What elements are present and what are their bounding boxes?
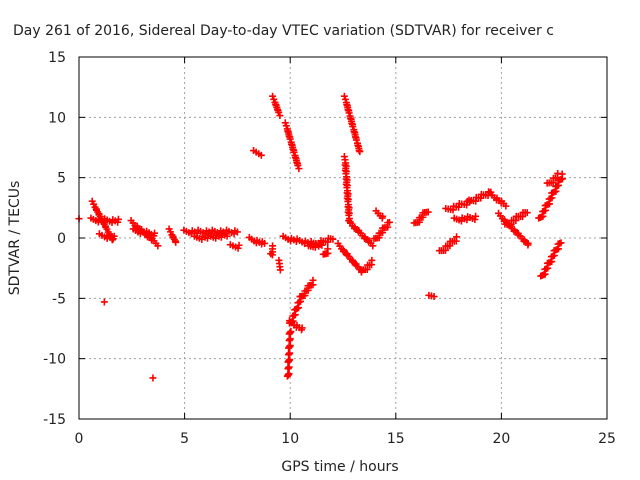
data-point — [524, 239, 532, 247]
y-tick-label: -5 — [52, 291, 66, 307]
data-point — [287, 328, 295, 336]
data-point — [261, 239, 269, 247]
data-point — [453, 233, 461, 241]
data-point — [151, 229, 159, 237]
y-axis-label: SDTVAR / TECUs — [7, 181, 23, 296]
data-point — [276, 266, 284, 274]
data-point — [149, 374, 157, 382]
data-point — [267, 250, 275, 258]
data-point — [298, 324, 306, 332]
data-point — [233, 228, 241, 236]
data-point — [368, 256, 376, 264]
data-point — [385, 218, 393, 226]
data-point — [430, 293, 438, 301]
data-point — [554, 169, 562, 177]
data-point — [424, 208, 432, 216]
data-point — [343, 101, 351, 109]
y-tick-label: 15 — [48, 50, 66, 66]
data-point — [352, 136, 360, 144]
data-point — [324, 245, 332, 253]
y-tick-label: 0 — [57, 231, 66, 247]
data-point — [223, 232, 231, 240]
data-point — [340, 92, 348, 100]
data-point — [348, 119, 356, 127]
data-point — [171, 237, 179, 245]
data-point — [309, 276, 317, 284]
x-tick-label: 25 — [598, 431, 616, 447]
grid — [78, 56, 608, 420]
data-point — [351, 133, 359, 141]
data-point — [472, 212, 480, 220]
y-tick-label: -15 — [43, 412, 66, 428]
x-tick-label: 10 — [281, 431, 299, 447]
y-tick-label: 5 — [57, 171, 66, 187]
data-point — [349, 123, 357, 131]
data-point — [523, 209, 531, 217]
data-point — [369, 242, 377, 250]
data-point — [276, 112, 284, 120]
data-point — [110, 232, 118, 240]
x-tick-label: 20 — [492, 431, 510, 447]
data-point — [295, 165, 303, 173]
data-point — [502, 202, 510, 210]
data-point — [114, 215, 122, 223]
x-tick-label: 0 — [75, 431, 84, 447]
data-point — [154, 242, 162, 250]
data-marks — [75, 92, 566, 382]
tick-labels: 0 5 10 15 20 25 -15 -10 -5 0 5 10 15 — [43, 50, 616, 447]
x-axis-label: GPS time / hours — [281, 459, 398, 475]
data-point — [354, 141, 362, 149]
x-tick-label: 5 — [180, 431, 189, 447]
x-tick-label: 15 — [387, 431, 405, 447]
chart-title: Day 261 of 2016, Sidereal Day-to-day VTE… — [13, 23, 554, 39]
data-point — [344, 106, 352, 114]
data-point — [100, 298, 108, 306]
data-point — [355, 147, 363, 155]
data-point — [257, 151, 265, 159]
plot-border — [78, 56, 608, 420]
data-point — [345, 109, 353, 117]
data-point — [341, 95, 349, 103]
data-point — [318, 241, 326, 249]
data-point — [329, 235, 337, 243]
y-tick-label: 10 — [48, 110, 66, 126]
data-point — [379, 212, 387, 220]
data-point — [350, 128, 358, 136]
data-point — [235, 241, 243, 249]
data-point — [346, 114, 354, 122]
y-tick-label: -10 — [43, 352, 66, 368]
data-point — [557, 239, 565, 247]
